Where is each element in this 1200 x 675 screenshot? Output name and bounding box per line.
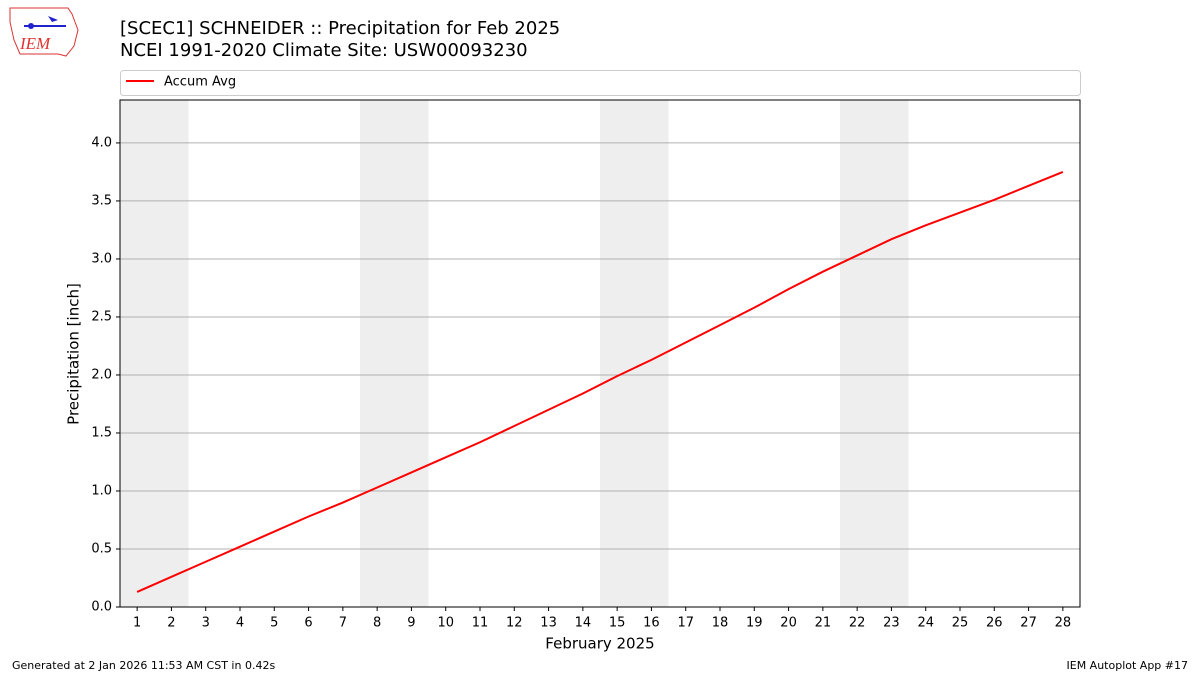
x-tick-label: 1 [133,616,141,631]
x-tick-label: 21 [815,616,832,631]
weekend-shade [360,100,429,607]
x-tick-label: 9 [407,616,415,631]
footer-right: IEM Autoplot App #17 [1067,659,1189,672]
y-tick-label: 2.0 [91,367,112,382]
x-tick-label: 12 [506,616,523,631]
y-tick-label: 2.5 [91,309,112,324]
y-tick-label: 3.5 [91,193,112,208]
chart-title: [SCEC1] SCHNEIDER :: Precipitation for F… [120,18,560,39]
x-tick-label: 5 [270,616,278,631]
x-tick-label: 19 [746,616,763,631]
logo-icon [28,23,34,29]
logo-text: IEM [19,34,51,53]
x-tick-label: 6 [304,616,312,631]
logo: IEM [9,7,79,57]
x-tick-label: 8 [373,616,381,631]
weekend-shade [120,100,189,607]
plot-frame [119,99,1081,608]
y-tick-label: 1.0 [91,483,112,498]
x-tick-label: 26 [986,616,1003,631]
y-tick-label: 0.0 [91,600,112,615]
x-tick-label: 24 [917,616,934,631]
x-tick-label: 23 [883,616,900,631]
y-tick-label: 1.5 [91,425,112,440]
x-tick-label: 20 [780,616,797,631]
legend-box [120,70,1081,96]
footer-left: Generated at 2 Jan 2026 11:53 AM CST in … [12,659,275,672]
y-tick-label: 0.5 [91,541,112,556]
x-tick-label: 25 [952,616,969,631]
x-tick-label: 15 [609,616,626,631]
x-tick-label: 4 [236,616,244,631]
weekend-shade [600,100,669,607]
x-tick-label: 11 [472,616,489,631]
legend-label: Accum Avg [164,75,236,90]
x-tick-label: 22 [849,616,866,631]
chart-subtitle: NCEI 1991-2020 Climate Site: USW00093230 [120,40,528,61]
logo-icon [48,16,58,22]
x-tick-label: 2 [167,616,175,631]
x-tick-label: 3 [202,616,210,631]
x-tick-label: 28 [1055,616,1072,631]
y-tick-label: 3.0 [91,251,112,266]
x-tick-label: 16 [643,616,660,631]
x-tick-label: 17 [677,616,694,631]
x-tick-label: 10 [437,616,454,631]
logo-outline [9,7,79,57]
weekend-shade [840,100,909,607]
x-tick-label: 7 [339,616,347,631]
x-tick-label: 18 [712,616,729,631]
y-axis-label: Precipitation [inch] [65,283,83,425]
x-axis-label: February 2025 [545,635,654,653]
data-line [136,171,1064,593]
x-tick-label: 27 [1020,616,1037,631]
x-tick-label: 14 [575,616,592,631]
x-tick-label: 13 [540,616,557,631]
y-tick-label: 4.0 [91,135,112,150]
